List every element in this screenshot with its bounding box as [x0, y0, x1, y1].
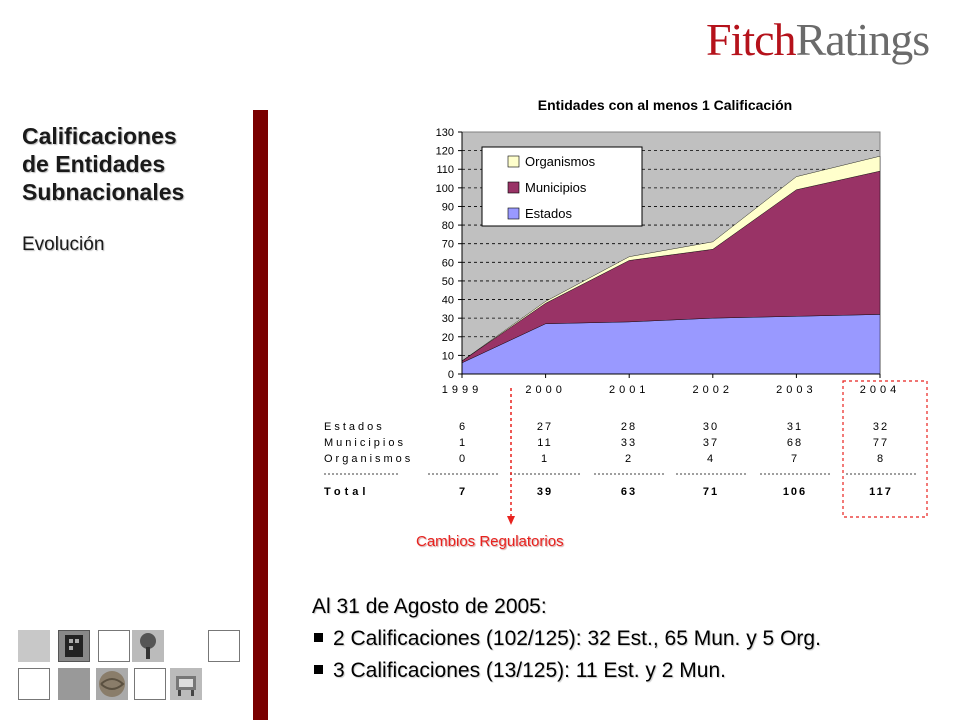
table-row-label: Municipios [324, 437, 406, 449]
y-tick-label: 60 [442, 257, 454, 269]
table-cell: 28 [621, 421, 637, 433]
table-row-label: Organismos [324, 453, 413, 465]
stacked-area-chart: Entidades con al menos 1 Calificación010… [324, 97, 928, 525]
notes-bullet-1-text: 2 Calificaciones (102/125): 32 Est., 65 … [333, 627, 821, 650]
thumb-empty-frame-3 [18, 668, 50, 700]
legend-label-organismos: Organismos [525, 154, 596, 169]
table-cell: 6 [459, 421, 467, 433]
y-tick-label: 130 [436, 127, 454, 139]
decorative-thumbnails [18, 630, 248, 700]
bullet-square-icon [314, 632, 323, 642]
thumb-grey-square-2 [58, 668, 90, 700]
table-total-cell: 117 [869, 486, 893, 498]
chart-title: Entidades con al menos 1 Calificación [538, 97, 792, 113]
thumb-empty-frame-2 [208, 630, 240, 662]
table-cell: 11 [537, 437, 552, 449]
table-cell: 32 [873, 421, 889, 433]
thumb-grey-square [18, 630, 50, 662]
table-total-cell: 7 [459, 486, 467, 498]
x-tick-label: 2001 [609, 384, 649, 396]
page-title-line-1: Calificaciones [22, 123, 177, 149]
legend-label-municipios: Municipios [525, 180, 587, 195]
table-total-cell: 63 [621, 486, 637, 498]
thumb-empty-frame-4 [134, 668, 166, 700]
y-tick-label: 10 [442, 350, 454, 362]
table-cell: 2 [625, 453, 633, 465]
table-row-label: Estados [324, 421, 385, 433]
thumb-photo-machine [170, 668, 202, 700]
y-tick-label: 80 [442, 220, 454, 232]
y-tick-label: 110 [436, 164, 454, 176]
notes-bullet-2-text: 3 Calificaciones (13/125): 11 Est. y 2 M… [333, 659, 726, 682]
texture-icon [99, 671, 125, 697]
table-cell: 0 [459, 453, 467, 465]
table-cell: 77 [873, 437, 889, 449]
x-tick-label: 1999 [442, 384, 482, 396]
logo-ratings: Ratings [795, 14, 931, 65]
fitch-ratings-logo: FitchRatings [706, 10, 931, 70]
table-cell: 1 [459, 437, 467, 449]
y-tick-label: 50 [442, 276, 454, 288]
table-cell: 68 [787, 437, 803, 449]
table-total-cell: 71 [703, 486, 719, 498]
x-tick-label: 2003 [776, 384, 816, 396]
legend-label-estados: Estados [525, 206, 572, 221]
legend-swatch-organismos [507, 155, 520, 168]
table-cell: 37 [703, 437, 719, 449]
machine-icon [176, 676, 196, 696]
tree-icon [140, 633, 156, 659]
table-cell: 33 [621, 437, 637, 449]
arrow-down-icon [507, 516, 515, 525]
table-cell: 1 [541, 453, 549, 465]
page-subtitle: Evolución [22, 234, 105, 255]
table-cell: 30 [703, 421, 719, 433]
table-cell: 31 [787, 421, 803, 433]
x-tick-label: 2000 [525, 384, 565, 396]
thumb-photo-tree [132, 630, 164, 662]
y-tick-label: 90 [442, 201, 454, 213]
legend-swatch-municipios [507, 181, 520, 194]
notes-bullet-2: 3 Calificaciones (13/125): 11 Est. y 2 M… [312, 658, 821, 690]
notes-bullet-1: 2 Calificaciones (102/125): 32 Est., 65 … [312, 626, 821, 658]
x-tick-label: 2002 [693, 384, 733, 396]
building-icon [65, 635, 83, 657]
highlight-box-2004 [842, 380, 928, 518]
y-tick-label: 40 [442, 295, 454, 307]
logo-fitch: Fitch [706, 14, 797, 65]
y-tick-label: 100 [436, 183, 454, 195]
table-total-cell: 106 [783, 486, 807, 498]
y-tick-label: 20 [442, 332, 454, 344]
thumb-photo-building [58, 630, 90, 662]
page-title-line-3: Subnacionales [22, 179, 185, 205]
bullet-square-icon [314, 664, 323, 674]
table-cell: 27 [537, 421, 553, 433]
regulatory-changes-label: Cambios Regulatorios [416, 533, 564, 550]
accent-divider [253, 110, 268, 720]
page-title: Calificaciones de Entidades Subnacionale… [22, 122, 184, 206]
y-tick-label: 30 [442, 313, 454, 325]
legend-swatch-estados [507, 207, 520, 220]
x-tick-label: 2004 [860, 384, 900, 396]
notes-heading: Al 31 de Agosto de 2005: [312, 595, 547, 618]
thumb-photo-texture [96, 668, 128, 700]
thumb-empty-frame [98, 630, 130, 662]
table-total-cell: 39 [537, 486, 553, 498]
table-cell: 8 [877, 453, 885, 465]
y-tick-label: 120 [436, 146, 454, 158]
y-tick-label: 70 [442, 239, 454, 251]
page-title-line-2: de Entidades [22, 151, 166, 177]
area-series-organismos [461, 155, 881, 362]
table-cell: 7 [791, 453, 799, 465]
table-total-label: Total [324, 486, 369, 498]
y-tick-label: 0 [448, 369, 454, 381]
notes-block: Al 31 de Agosto de 2005: 2 Calificacione… [312, 594, 821, 690]
table-cell: 4 [707, 453, 715, 465]
